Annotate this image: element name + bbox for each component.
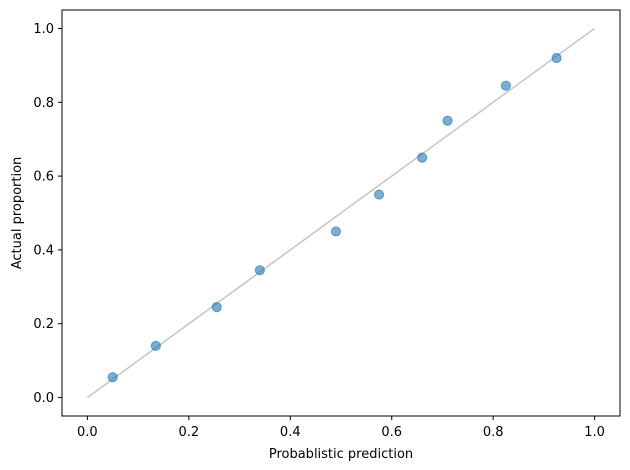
y-tick-label: 1.0	[33, 22, 54, 37]
x-tick-label: 0.8	[483, 425, 504, 440]
scatter-point	[330, 226, 342, 237]
scatter-points-layer	[107, 52, 562, 383]
y-tick-label: 0.2	[33, 317, 54, 332]
scatter-point	[500, 80, 511, 91]
scatter-point	[417, 152, 428, 163]
scatter-point	[254, 265, 265, 276]
scatter-point	[211, 302, 222, 313]
reference-diagonal-line	[86, 27, 596, 399]
y-axis-label: Actual proportion	[10, 157, 25, 270]
scatter-point	[551, 52, 562, 64]
x-tick-label: 0.4	[280, 425, 301, 440]
y-tick-label: 0.8	[33, 96, 54, 111]
y-tick-label: 0.6	[33, 170, 54, 185]
x-axis-label: Probablistic prediction	[269, 447, 413, 462]
reference-line-layer	[86, 27, 596, 399]
y-tick-label: 0.4	[33, 243, 54, 258]
y-axis-ticks: 0.0 0.2 0.4 0.6 0.8 1.0	[33, 22, 62, 406]
scatter-point	[150, 340, 161, 351]
x-tick-label: 0.2	[178, 425, 199, 440]
plot-area-frame	[61, 9, 621, 417]
x-tick-label: 1.0	[584, 425, 605, 440]
scatter-point	[373, 189, 385, 200]
scatter-point	[442, 115, 453, 126]
x-tick-label: 0.0	[77, 425, 98, 440]
y-tick-label: 0.0	[33, 391, 54, 406]
x-axis-ticks: 0.0 0.2 0.4 0.6 0.8 1.0	[77, 416, 605, 440]
scatter-point	[107, 372, 118, 383]
x-tick-label: 0.6	[381, 425, 402, 440]
